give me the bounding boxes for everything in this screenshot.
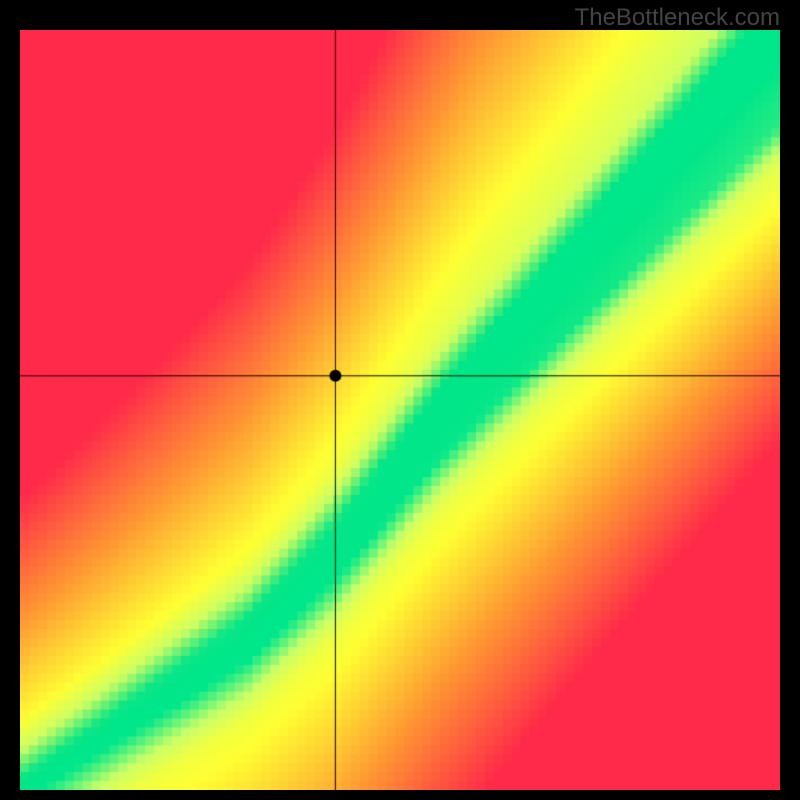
chart-container: TheBottleneck.com (0, 0, 800, 800)
bottleneck-heatmap (20, 30, 780, 790)
watermark-text: TheBottleneck.com (575, 4, 780, 32)
